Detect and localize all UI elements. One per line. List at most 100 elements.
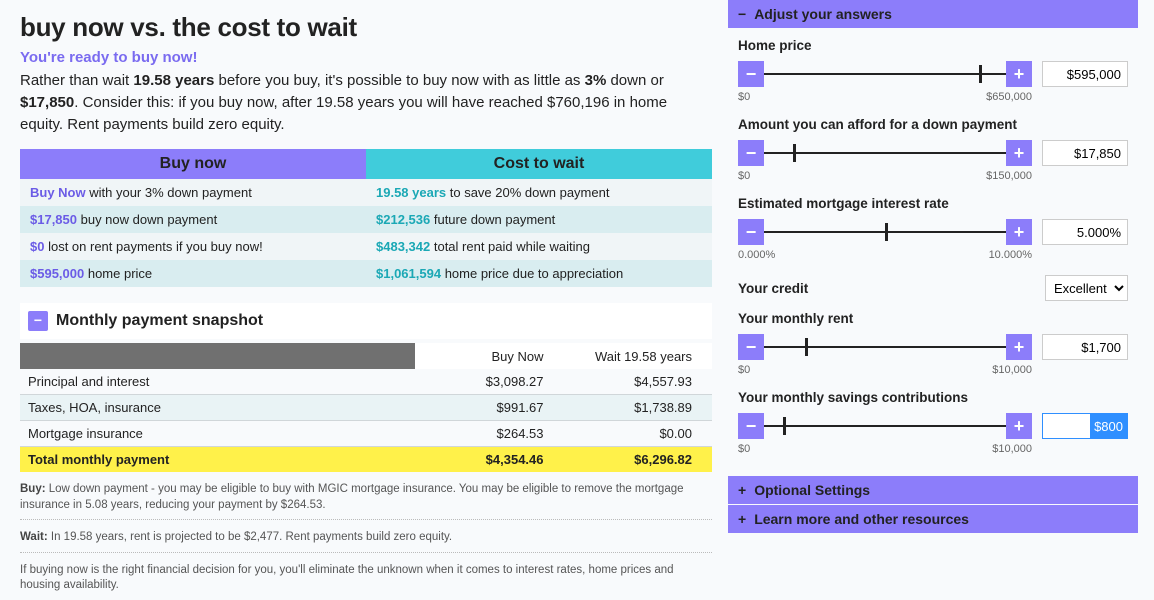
- ready-banner: You're ready to buy now!: [20, 49, 712, 66]
- field-monthly-rent: Your monthly rent − + $0$10,000: [738, 311, 1128, 376]
- desc-years: 19.58 years: [133, 72, 214, 89]
- note-text: Low down payment - you may be eligible t…: [20, 483, 684, 511]
- table-row: Mortgage insurance$264.53$0.00: [20, 421, 712, 447]
- field-label: Estimated mortgage interest rate: [738, 196, 1128, 211]
- compare-txt: home price: [84, 266, 152, 281]
- increment-button[interactable]: +: [1006, 61, 1032, 87]
- optional-settings-header[interactable]: + Optional Settings: [728, 476, 1138, 504]
- down-input[interactable]: [1042, 140, 1128, 166]
- range-min: $0: [738, 91, 750, 103]
- compare-row: $17,850 buy now down payment: [20, 206, 366, 233]
- description: Rather than wait 19.58 years before you …: [20, 70, 712, 135]
- field-label: Your credit: [738, 281, 808, 296]
- rent-slider[interactable]: [764, 346, 1006, 348]
- range-max: $10,000: [992, 443, 1032, 455]
- range-min: $0: [738, 364, 750, 376]
- field-interest-rate: Estimated mortgage interest rate − + 0.0…: [738, 196, 1128, 261]
- table-row: Principal and interest$3,098.27$4,557.93: [20, 369, 712, 395]
- snapshot-toggle-button[interactable]: −: [28, 311, 48, 331]
- note-text: In 19.58 years, rent is projected to be …: [48, 531, 452, 543]
- decrement-button[interactable]: −: [738, 140, 764, 166]
- page-title: buy now vs. the cost to wait: [20, 12, 712, 43]
- range-min: $0: [738, 170, 750, 182]
- row-val-wait: $6,296.82: [564, 452, 713, 467]
- note-extra: If buying now is the right financial dec…: [20, 563, 712, 600]
- decrement-button[interactable]: −: [738, 413, 764, 439]
- compare-row: $1,061,594 home price due to appreciatio…: [366, 260, 712, 287]
- field-down-payment: Amount you can afford for a down payment…: [738, 117, 1128, 182]
- compare-row: $595,000 home price: [20, 260, 366, 287]
- row-label: Principal and interest: [20, 374, 415, 389]
- save-slider[interactable]: [764, 425, 1006, 427]
- range-min: $0: [738, 443, 750, 455]
- rate-input[interactable]: [1042, 219, 1128, 245]
- save-input[interactable]: $800: [1042, 413, 1128, 439]
- note-buy: Buy: Low down payment - you may be eligi…: [20, 482, 712, 520]
- compare-row: $483,342 total rent paid while waiting: [366, 233, 712, 260]
- field-label: Amount you can afford for a down payment: [738, 117, 1128, 132]
- price-slider[interactable]: [764, 73, 1006, 75]
- increment-button[interactable]: +: [1006, 334, 1032, 360]
- learn-toggle-icon[interactable]: +: [738, 511, 746, 527]
- compare-head-buy: Buy now: [20, 149, 366, 179]
- compare-txt: future down payment: [430, 212, 555, 227]
- desc-amt: $17,850: [20, 94, 74, 111]
- learn-title: Learn more and other resources: [754, 511, 969, 527]
- snapshot-col-buy: Buy Now: [415, 343, 564, 369]
- compare-txt: buy now down payment: [77, 212, 217, 227]
- row-label: Total monthly payment: [20, 452, 415, 467]
- range-max: $650,000: [986, 91, 1032, 103]
- decrement-button[interactable]: −: [738, 219, 764, 245]
- adjust-header[interactable]: − Adjust your answers: [728, 0, 1138, 28]
- desc-pct: 3%: [585, 72, 607, 89]
- rent-input[interactable]: [1042, 334, 1128, 360]
- field-credit: Your credit Excellent: [738, 275, 1128, 301]
- field-label: Home price: [738, 38, 1128, 53]
- optional-toggle-icon[interactable]: +: [738, 482, 746, 498]
- row-label: Mortgage insurance: [20, 426, 415, 441]
- decrement-button[interactable]: −: [738, 61, 764, 87]
- snapshot-col-wait: Wait 19.58 years: [564, 343, 713, 369]
- compare-txt: with your 3% down payment: [86, 185, 252, 200]
- optional-title: Optional Settings: [754, 482, 870, 498]
- decrement-button[interactable]: −: [738, 334, 764, 360]
- credit-select[interactable]: Excellent: [1045, 275, 1128, 301]
- compare-row: Buy Now with your 3% down payment: [20, 179, 366, 206]
- desc-post: . Consider this: if you buy now, after 1…: [20, 94, 667, 133]
- down-slider[interactable]: [764, 152, 1006, 154]
- range-max: $150,000: [986, 170, 1032, 182]
- desc-pre: Rather than wait: [20, 72, 133, 89]
- adjust-toggle-icon[interactable]: −: [738, 6, 746, 22]
- increment-button[interactable]: +: [1006, 413, 1032, 439]
- range-max: $10,000: [992, 364, 1032, 376]
- compare-row: 19.58 years to save 20% down payment: [366, 179, 712, 206]
- compare-table: Buy now Buy Now with your 3% down paymen…: [20, 149, 712, 287]
- compare-txt: lost on rent payments if you buy now!: [44, 239, 262, 254]
- note-label: Buy:: [20, 483, 46, 495]
- learn-more-header[interactable]: + Learn more and other resources: [728, 505, 1138, 533]
- note-label: Wait:: [20, 531, 48, 543]
- compare-val: 19.58 years: [376, 185, 446, 200]
- increment-button[interactable]: +: [1006, 219, 1032, 245]
- compare-row: $212,536 future down payment: [366, 206, 712, 233]
- compare-val: $483,342: [376, 239, 430, 254]
- row-val-buy: $991.67: [415, 400, 564, 415]
- compare-val: $1,061,594: [376, 266, 441, 281]
- compare-head-wait: Cost to wait: [366, 149, 712, 179]
- price-input[interactable]: [1042, 61, 1128, 87]
- compare-val: Buy Now: [30, 185, 86, 200]
- save-input-value: $800: [1090, 414, 1127, 438]
- note-wait: Wait: In 19.58 years, rent is projected …: [20, 530, 712, 553]
- row-val-buy: $3,098.27: [415, 374, 564, 389]
- field-home-price: Home price − + $0 $650,000: [738, 38, 1128, 103]
- compare-val: $0: [30, 239, 44, 254]
- range-max: 10.000%: [989, 249, 1032, 261]
- compare-val: $17,850: [30, 212, 77, 227]
- rate-slider[interactable]: [764, 231, 1006, 233]
- snapshot-col-headers: Buy Now Wait 19.58 years: [20, 343, 712, 369]
- compare-val: $212,536: [376, 212, 430, 227]
- desc-mid2: down or: [606, 72, 664, 89]
- field-savings: Your monthly savings contributions − + $…: [738, 390, 1128, 455]
- increment-button[interactable]: +: [1006, 140, 1032, 166]
- row-val-buy: $264.53: [415, 426, 564, 441]
